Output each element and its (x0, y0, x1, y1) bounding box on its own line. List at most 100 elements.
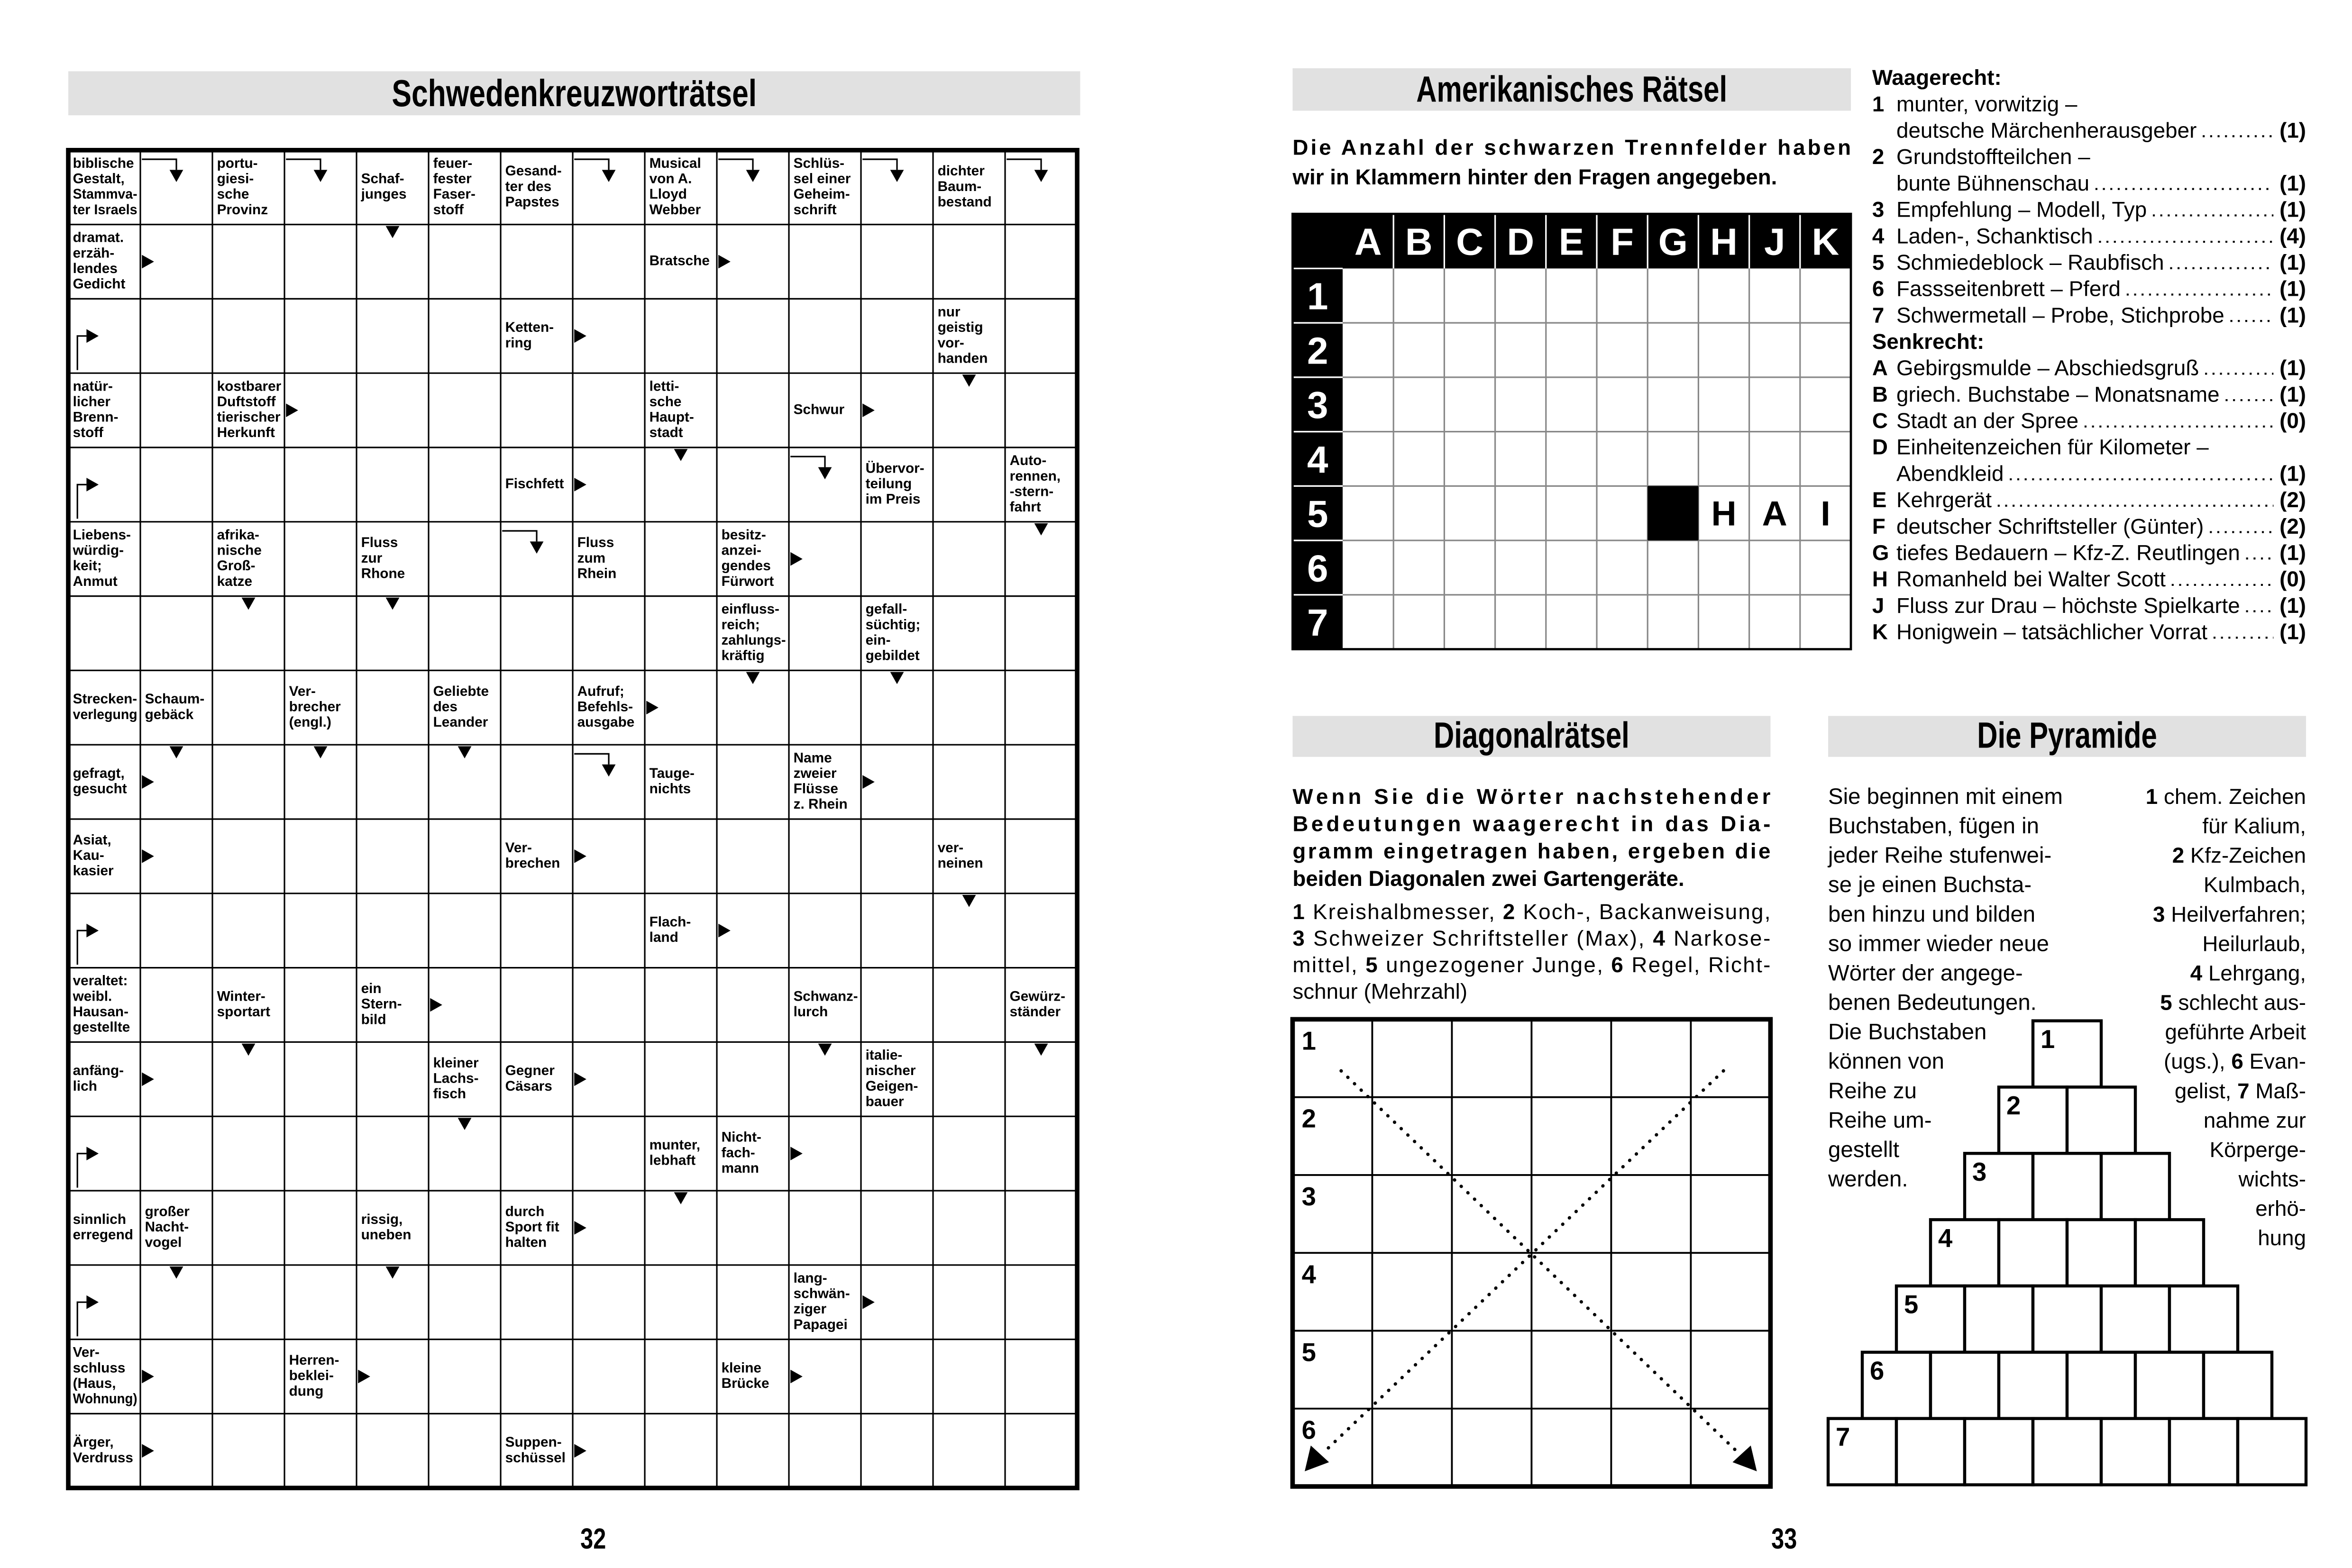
pyramid-cell (2202, 1350, 2274, 1420)
column-letter: K (1812, 221, 1840, 263)
arrow-head (718, 255, 731, 269)
arrow-head (746, 672, 760, 684)
clue-segment: für Kalium, (2202, 814, 2306, 838)
clue-segment: geführte Arbeit (2165, 1020, 2306, 1044)
arrow-line (76, 930, 87, 965)
clue-text: gefall- (866, 602, 907, 617)
clue-line: 1 Kreishalbmesser, 2 Koch-, Backanweisun… (1292, 900, 1770, 924)
clue-text: schwän- (794, 1286, 850, 1302)
clue-text: neinen (938, 855, 983, 871)
clue-text: Bratsche (650, 253, 710, 269)
arrow-head (962, 374, 976, 387)
clue-text: lurch (794, 1004, 828, 1020)
arrow-head (86, 329, 99, 343)
clue-text: ein (361, 981, 382, 996)
clue-segment: erhö- (2255, 1196, 2306, 1221)
clue-text: letti- (650, 378, 679, 394)
intro-text: Die Anzahl der schwarzen Trennfelder hab… (1292, 135, 1851, 159)
clue-line: geführte Arbeit (2165, 1020, 2306, 1044)
clue-segment: Kulmbach, (2204, 873, 2306, 897)
arrow-head (169, 1267, 183, 1279)
clue-text: Gedicht (73, 276, 126, 292)
clue-segment: Heilverfahren; (2165, 902, 2306, 926)
clue-text: land (650, 930, 678, 945)
column-letter: B (1405, 221, 1433, 263)
clue-segment: 1 (2146, 784, 2158, 809)
clue-text: deutsche Märchenherausgeber (1896, 119, 2196, 143)
clue-number: F (1872, 514, 1885, 538)
crossword-grid (66, 148, 1080, 1490)
clue-text: des (433, 699, 458, 714)
clue-text: Asiat, (73, 832, 111, 848)
clue-text: licher (73, 394, 111, 410)
intro-text: wir in Klammern hinter den Fragen angege… (1292, 165, 1777, 189)
clue-text: Herkunft (217, 425, 275, 440)
arrow-head (574, 329, 586, 343)
arrow-head (646, 701, 659, 715)
clue-text: Lloyd (650, 186, 687, 202)
clue-count: (1) (2279, 461, 2306, 485)
arrow-head (574, 1221, 586, 1235)
arrow-head (169, 170, 183, 182)
header-row (1292, 214, 1851, 269)
column-letter: A (1354, 221, 1382, 263)
pyramid-cell (2065, 1218, 2137, 1288)
pyramid-cell (2133, 1350, 2206, 1420)
instruction-text: ben hinzu und bilden (1828, 902, 2035, 927)
row-label: 1 (2041, 1025, 2055, 1054)
arrow-head (86, 1147, 99, 1160)
clue-count: (1) (2279, 277, 2306, 301)
pyramid-cell (1963, 1417, 2035, 1486)
diagonal-line (1321, 1069, 1725, 1455)
clue-text: -stern- (1010, 483, 1054, 499)
arrow-head (142, 1369, 154, 1384)
clue-text: verlegung (73, 707, 137, 722)
clue-text: sinnlich (73, 1212, 126, 1227)
instruction-text: jeder Reihe stufenwei- (1827, 843, 2051, 868)
clue-text: nische (217, 543, 262, 558)
clue-text: sche (650, 394, 682, 410)
clue-text: dramat. (73, 230, 124, 246)
arrow-head (790, 552, 803, 566)
clue-number: 3 (1872, 198, 1884, 222)
clue-text: sche (217, 186, 249, 202)
clue-text: teilung (866, 476, 912, 492)
clue-line: Heilurlaub, (2202, 931, 2306, 956)
clue-text: Ver- (73, 1345, 100, 1360)
clue-segment: Regel, Richt- (1624, 953, 1770, 977)
clue-text: sportart (217, 1004, 270, 1020)
column-letter: F (1611, 221, 1634, 263)
arrow-line (790, 456, 826, 467)
clue-segment: 5 (2160, 991, 2172, 1015)
row-label: 3 (1302, 1182, 1316, 1211)
pyramid-cell (2031, 1417, 2103, 1486)
clue-text: lendes (73, 261, 118, 276)
clue-text: nur (938, 304, 961, 320)
clue-text: afrika- (217, 527, 259, 543)
clue-count: (2) (2279, 514, 2306, 538)
clue-segment: gelist, (2175, 1079, 2237, 1103)
arrow-head (142, 255, 154, 269)
clue-text: Fischfett (505, 476, 564, 492)
clue-text: Flach- (650, 914, 691, 930)
clue-text: Kehrgerät (1896, 488, 1992, 512)
clue-text: bild (361, 1012, 386, 1027)
clue-segment: ungezogener Junge, (1379, 953, 1610, 977)
arrow-head (862, 1295, 875, 1309)
clue-text: italie- (866, 1048, 903, 1063)
clue-text: feuer- (433, 155, 473, 171)
clue-text: Fassseitenbrett – Pferd (1896, 277, 2121, 301)
clue-text: ziger (794, 1301, 827, 1317)
clue-text: ring (505, 335, 532, 351)
clue-text: stoff (73, 425, 104, 440)
clue-text: Gegner (505, 1063, 555, 1078)
clue-text: Lachs- (433, 1070, 479, 1086)
clue-text: kostbarer (217, 378, 282, 394)
clue-segment: Narkose- (1666, 926, 1771, 950)
page-title: Schwedenkreuzworträtsel (392, 73, 757, 115)
arrow-head (890, 672, 904, 684)
clue-text: Schlüs- (794, 155, 844, 171)
instruction-text: benen Bedeutungen. (1828, 990, 2037, 1015)
row-label: 4 (1938, 1224, 1952, 1253)
clue-text: Gestalt, (73, 171, 125, 187)
